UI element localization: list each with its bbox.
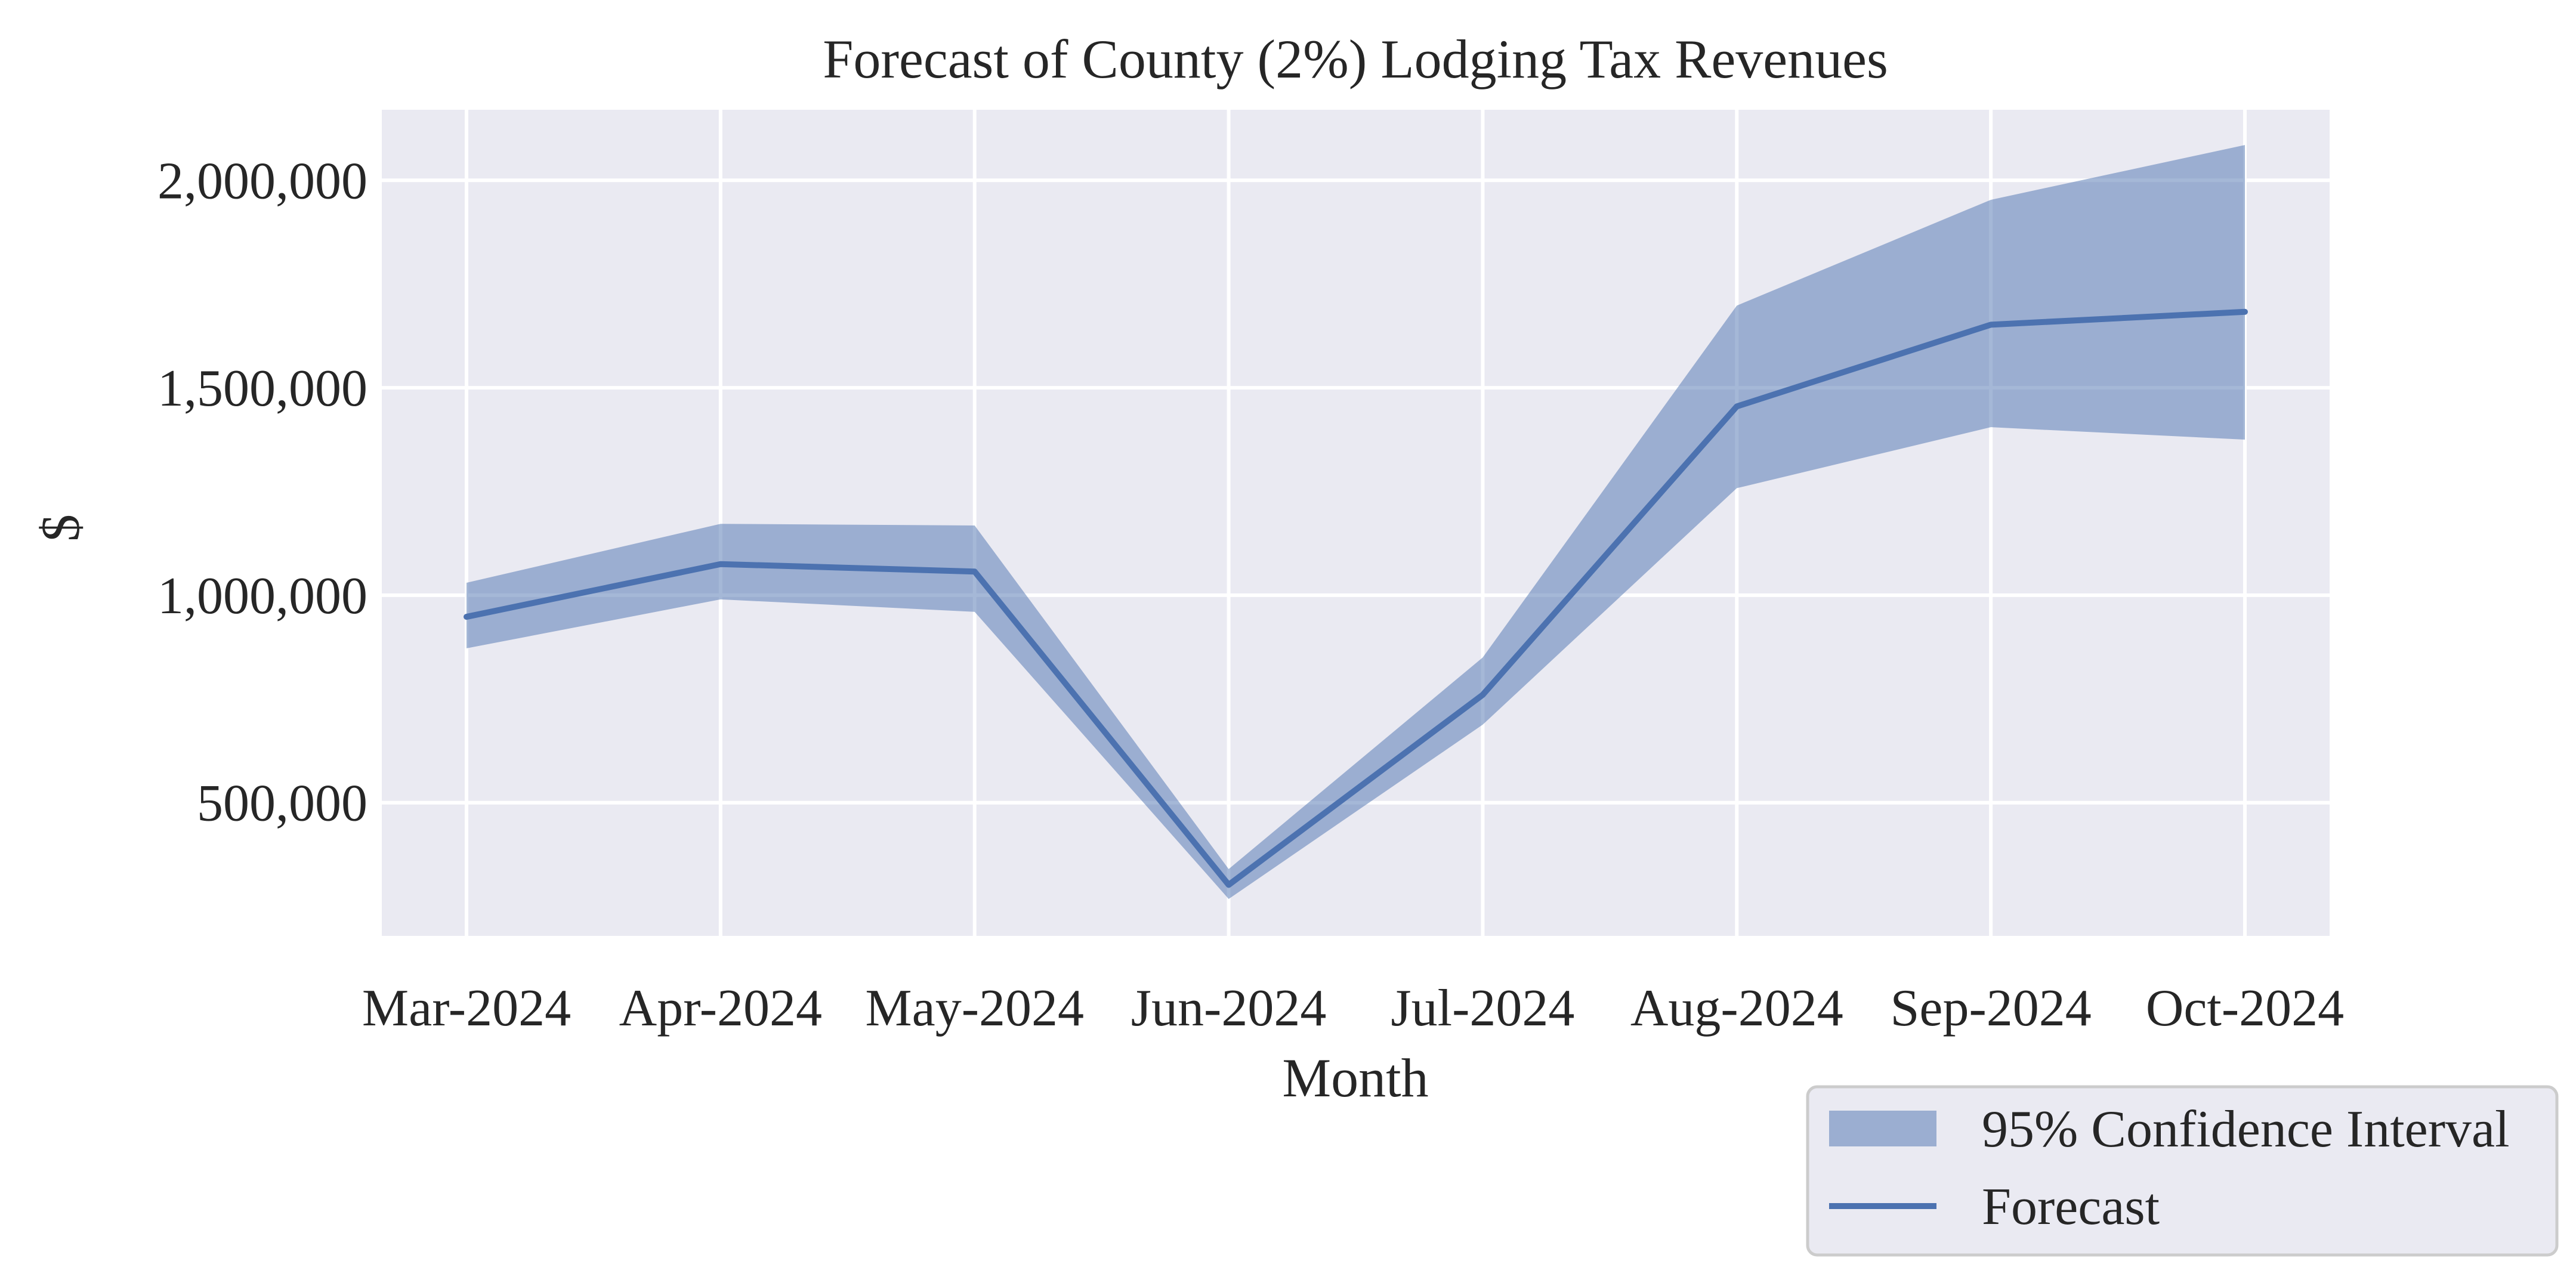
x-tick-label: Oct-2024 <box>2146 979 2344 1037</box>
y-axis-label: $ <box>30 514 91 542</box>
legend-line-label: Forecast <box>1982 1178 2160 1236</box>
x-axis-label: Month <box>1282 1047 1428 1108</box>
y-tick-label: 1,000,000 <box>157 567 367 625</box>
x-tick-label: Mar-2024 <box>362 979 571 1037</box>
x-axis-ticks: Mar-2024 Apr-2024 May-2024 Jun-2024 Jul-2024… <box>362 979 2344 1037</box>
confidence-band-layer <box>467 145 2245 899</box>
y-axis-ticks: 500,000 1,000,000 1,500,000 2,000,000 <box>157 152 367 832</box>
forecast-point <box>719 563 721 565</box>
forecast-point <box>974 571 975 573</box>
forecast-point <box>1228 884 1230 886</box>
forecast-point <box>2244 311 2245 313</box>
legend-band-label: 95% Confidence Interval <box>1982 1100 2510 1158</box>
forecast-point <box>1990 324 1992 326</box>
legend-box <box>1806 1085 2559 1257</box>
chart-title: Forecast of County (2%) Lodging Tax Reve… <box>823 29 1888 89</box>
forecast-line-layer <box>464 308 2248 888</box>
x-tick-label: May-2024 <box>865 979 1084 1037</box>
forecast-point <box>1736 406 1738 407</box>
x-tick-label: Sep-2024 <box>1890 979 2091 1037</box>
legend: 95% Confidence Interval Forecast <box>1806 1085 2559 1257</box>
forecast-point <box>1482 694 1484 695</box>
forecast-point <box>466 616 467 618</box>
x-tick-label: Jun-2024 <box>1131 979 1327 1037</box>
legend-band-swatch <box>1829 1111 1936 1146</box>
confidence-interval-band <box>467 145 2245 899</box>
x-tick-label: Aug-2024 <box>1630 979 1843 1037</box>
x-tick-label: Jul-2024 <box>1391 979 1574 1037</box>
y-tick-label: 1,500,000 <box>157 360 367 418</box>
x-tick-label: Apr-2024 <box>619 979 822 1037</box>
forecast-line <box>464 308 2248 888</box>
y-tick-label: 2,000,000 <box>157 152 367 210</box>
y-tick-label: 500,000 <box>197 775 367 833</box>
